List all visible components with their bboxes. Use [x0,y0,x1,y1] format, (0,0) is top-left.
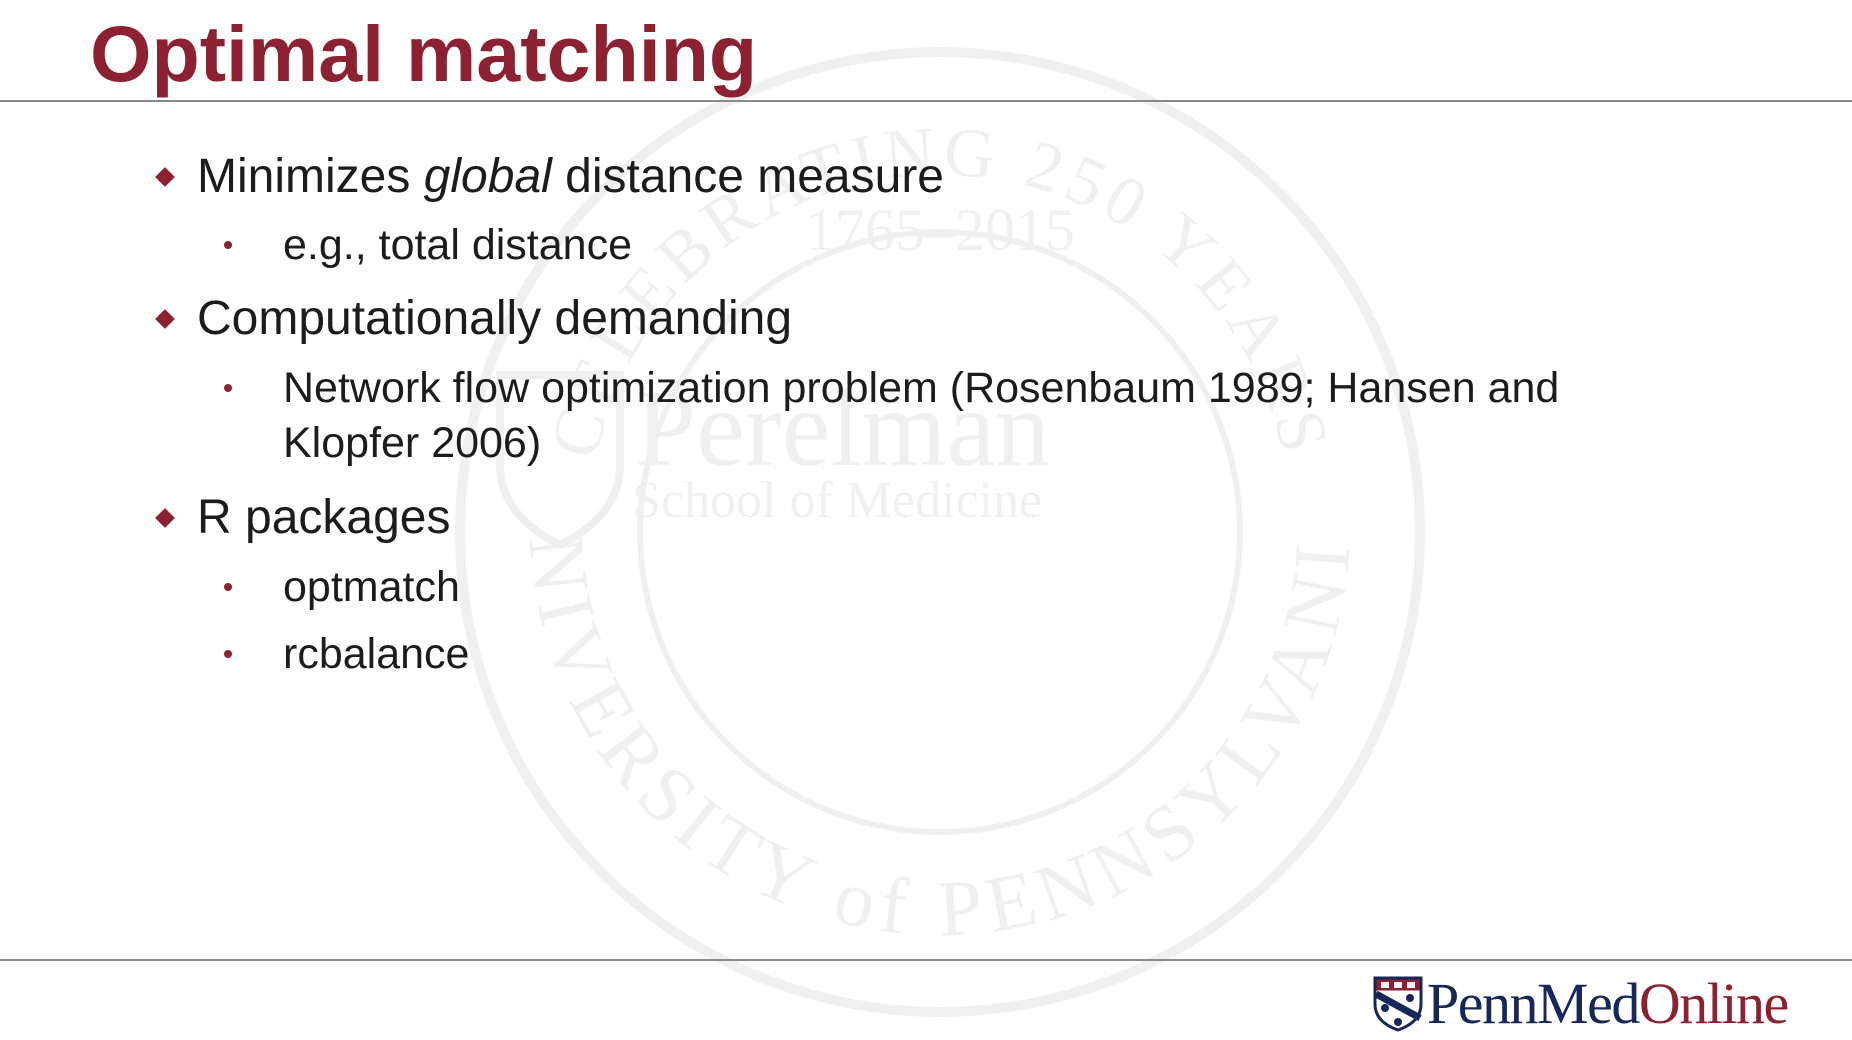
logo-online: Online [1638,971,1789,1036]
diamond-bullet-icon [155,309,175,329]
watermark-school: School of Medicine [632,472,1042,529]
dot-bullet-icon [224,650,232,658]
bullet-level1: R packages [197,491,451,544]
bullet-level2-line2: Klopfer 2006) [283,419,542,467]
bullet-level2: optmatch [283,563,460,611]
bullet-level2: rcbalance [283,630,470,678]
penn-shield-icon [1373,976,1423,1032]
dot-bullet-icon [224,384,232,392]
diamond-bullet-icon [155,167,175,187]
bullet-text: distance measure [551,150,944,203]
bullet-level1: Computationally demanding [197,292,793,345]
bullet-text: Minimizes [197,150,424,203]
pennmedonline-logo: PennMedOnline [1373,971,1789,1036]
logo-med: Med [1537,971,1640,1036]
bullet-emphasis: global [423,150,552,203]
dot-bullet-icon [224,241,232,249]
bullet-level2: e.g., total distance [283,221,632,269]
diamond-bullet-icon [155,508,175,528]
title-divider [0,100,1852,102]
logo-penn: Penn [1427,971,1539,1036]
bullet-level2-line1: Network flow optimization problem (Rosen… [283,364,1560,412]
logo-wordmark: PennMedOnline [1427,971,1789,1036]
footer-divider [0,959,1852,961]
dot-bullet-icon [224,583,232,591]
bullet-level1: Minimizes global distance measure [197,148,944,206]
slide-title: Optimal matching [90,9,758,98]
watermark-years: 1765–2015 [805,197,1075,263]
